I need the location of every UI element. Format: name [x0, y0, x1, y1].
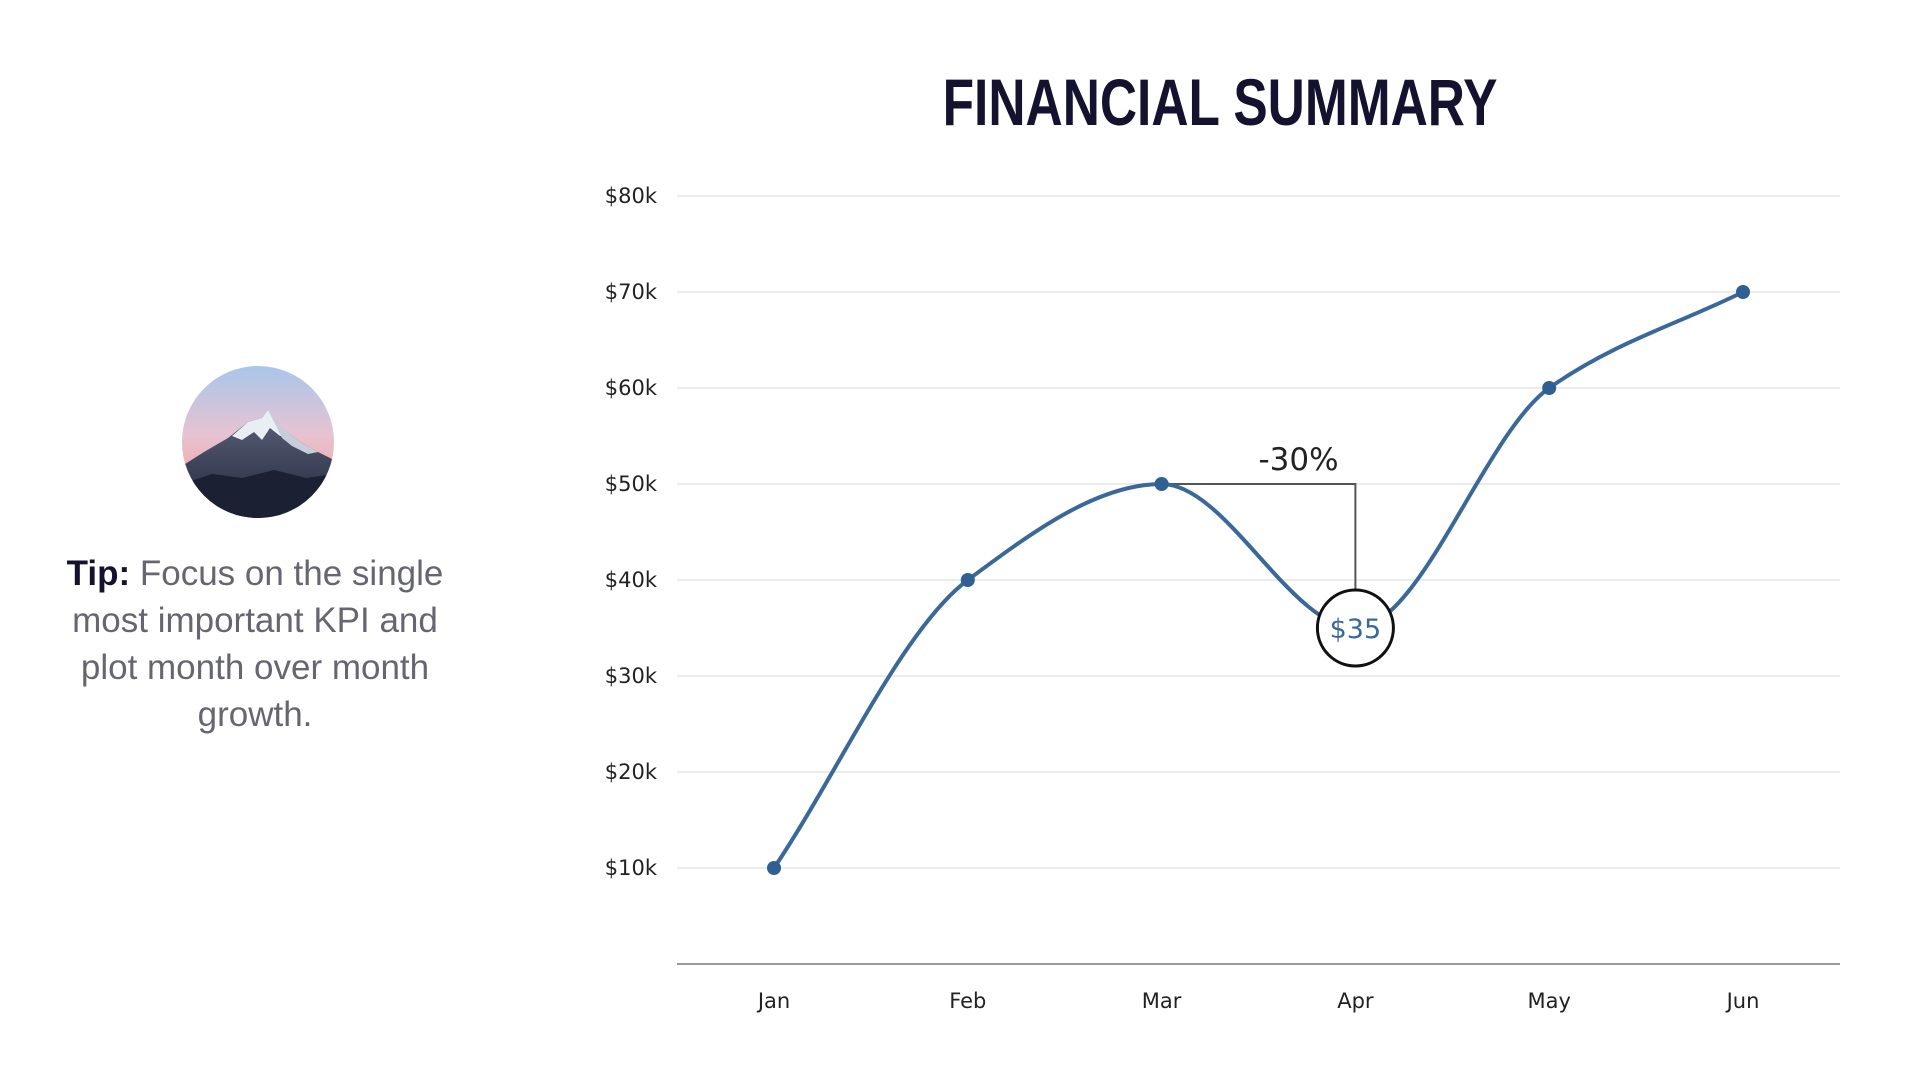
gridlines [677, 195, 1840, 869]
data-point-mar [1154, 477, 1169, 491]
y-tick-label: $30k [605, 664, 658, 688]
change-annotation: -30% [1161, 442, 1357, 590]
data-point-may [1542, 381, 1557, 395]
x-tick-label: Jun [1725, 989, 1760, 1013]
callout-circle [1315, 588, 1395, 668]
tip-label: Tip: [66, 554, 131, 593]
y-tick-label: $70k [605, 280, 658, 304]
mountain-peak-icon [182, 366, 334, 518]
x-tick-label: Feb [949, 989, 986, 1013]
data-point-jun [1736, 285, 1750, 299]
x-tick-label: Jan [756, 989, 790, 1013]
x-tick-label: Apr [1337, 989, 1374, 1013]
x-axis-ticks: Jan Feb Mar Apr May Jun [756, 989, 1760, 1013]
y-tick-label: $40k [605, 568, 658, 592]
tip-body: Focus on the single most important KPI a… [72, 554, 444, 734]
annotation-bracket [1161, 483, 1357, 590]
x-tick-label: May [1527, 989, 1570, 1013]
avatar [182, 366, 334, 518]
annotation-label: -30% [1258, 442, 1338, 478]
y-tick-label: $10k [605, 856, 658, 880]
y-tick-label: $20k [605, 760, 658, 784]
callout-label: $35 [1330, 614, 1382, 645]
y-axis-ticks: $10k $20k $30k $40k $50k $60k $70k $80k [605, 184, 658, 880]
y-tick-label: $80k [605, 184, 658, 208]
x-tick-label: Mar [1142, 989, 1182, 1013]
page-title: FINANCIAL SUMMARY [942, 65, 1498, 139]
value-callout: $35 [1315, 588, 1395, 668]
data-point-feb [960, 573, 975, 587]
data-points [767, 285, 1750, 875]
tip-text: Tip: Focus on the single most important … [40, 550, 470, 738]
data-point-jan [767, 861, 781, 875]
y-tick-label: $50k [605, 472, 658, 496]
y-tick-label: $60k [605, 376, 658, 400]
